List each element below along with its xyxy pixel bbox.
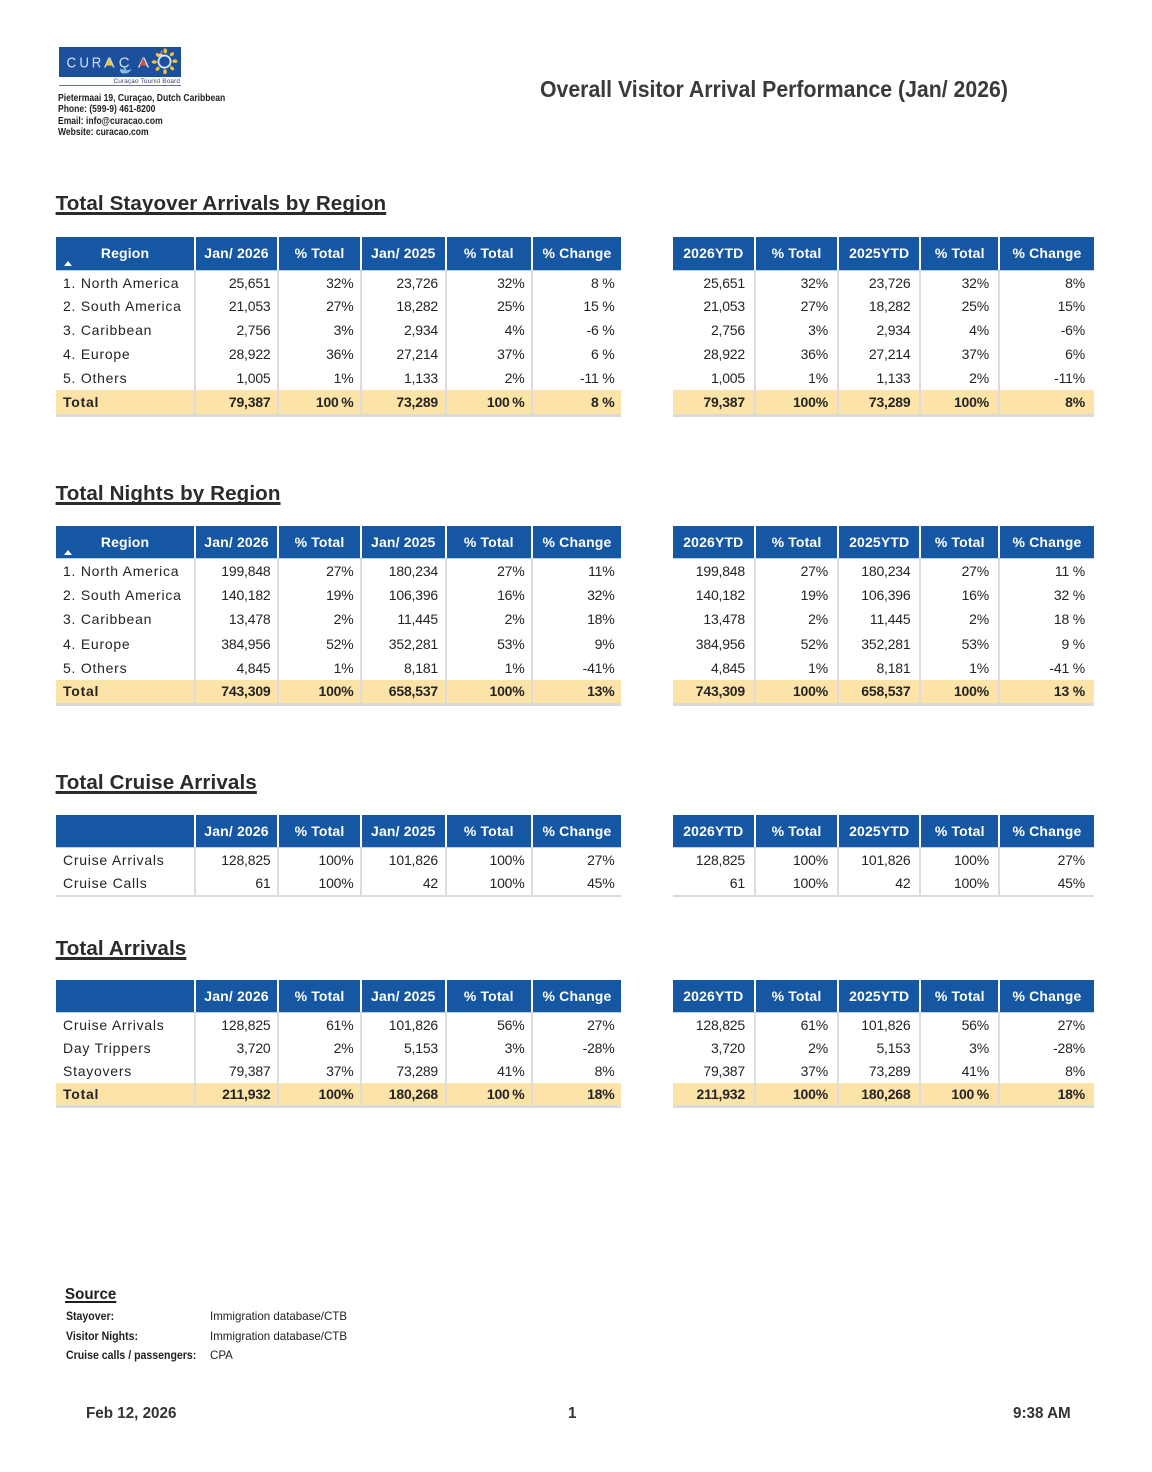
svg-text:C: C — [66, 54, 76, 71]
svg-text:Ç: Ç — [118, 54, 129, 71]
svg-text:U: U — [79, 54, 89, 71]
svg-text:R: R — [91, 54, 101, 71]
